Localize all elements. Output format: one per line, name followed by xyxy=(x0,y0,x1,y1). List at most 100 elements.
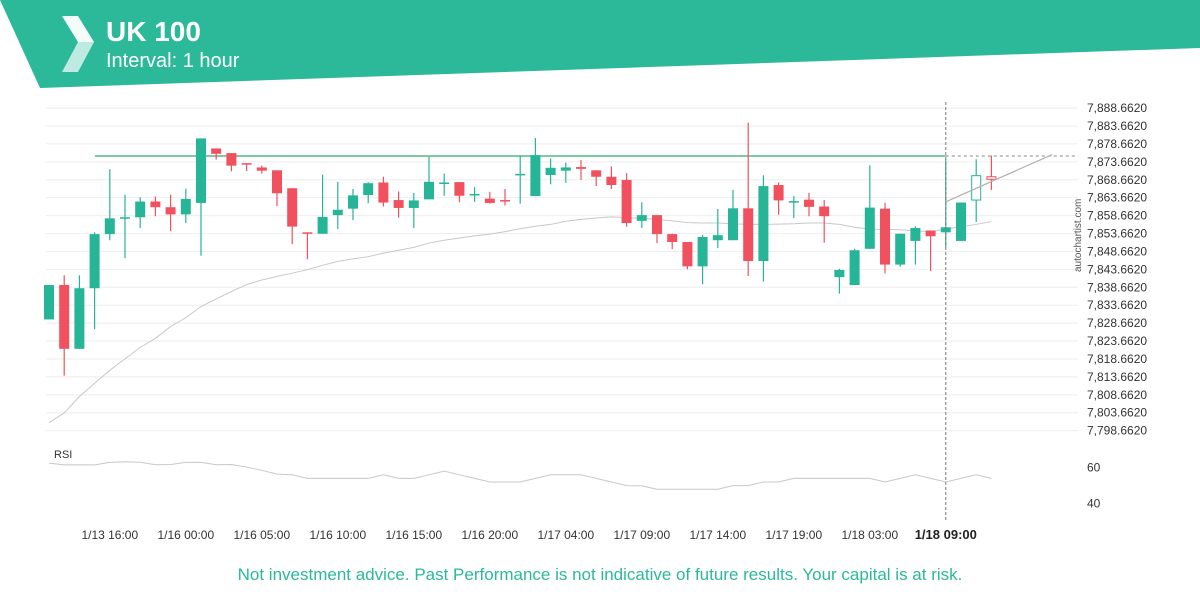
candle-body xyxy=(925,230,936,237)
candle xyxy=(332,181,343,230)
candle xyxy=(788,196,799,218)
candle-body xyxy=(758,186,769,261)
rsi-line xyxy=(48,461,992,490)
candle xyxy=(424,156,434,200)
price-tick-label: 7,808.6620 xyxy=(1087,388,1147,402)
candle xyxy=(606,166,617,189)
candle-body xyxy=(986,176,997,180)
candle-body xyxy=(652,215,662,235)
candle-body xyxy=(302,232,313,234)
candle xyxy=(956,202,966,241)
candle-body xyxy=(728,208,738,241)
price-tick-label: 7,843.6620 xyxy=(1087,262,1147,276)
candle xyxy=(667,233,678,250)
rsi-label: RSI xyxy=(54,449,72,461)
candle-body xyxy=(864,207,875,249)
price-tick-label: 7,833.6620 xyxy=(1087,298,1147,312)
time-tick-label: 1/18 09:00 xyxy=(915,527,977,542)
candle xyxy=(758,175,769,282)
candle xyxy=(165,194,176,232)
candle xyxy=(150,196,161,217)
header-banner-shape xyxy=(0,0,1200,88)
price-tick-label: 7,838.6620 xyxy=(1087,280,1147,294)
candle xyxy=(910,226,921,265)
trendline xyxy=(945,153,1053,203)
candle-body xyxy=(667,234,678,242)
candle-body xyxy=(910,228,921,241)
candle xyxy=(74,275,85,349)
time-axis: 1/13 16:00 1/16 00:00 1/16 05:00 1/16 10:00… xyxy=(81,527,976,542)
time-tick-label: 1/17 19:00 xyxy=(765,528,822,542)
candle-body xyxy=(74,288,85,349)
candle-body xyxy=(135,201,146,218)
price-tick-label: 7,818.6620 xyxy=(1087,352,1147,366)
rsi-tick-label: 40 xyxy=(1087,497,1101,511)
autochartist-logo-icon xyxy=(62,16,94,72)
candle xyxy=(363,182,374,204)
candle-body xyxy=(469,193,480,196)
watermark: autochartist.com xyxy=(1073,199,1084,272)
candle xyxy=(849,248,860,286)
candle-body xyxy=(104,218,115,235)
candle-body xyxy=(317,216,328,234)
candle-body xyxy=(621,179,632,223)
candle xyxy=(971,159,982,222)
candle-body xyxy=(439,182,450,184)
price-tick-label: 7,863.6620 xyxy=(1087,191,1147,205)
price-tick-label: 7,823.6620 xyxy=(1087,334,1147,348)
candle xyxy=(895,233,906,267)
candle-body xyxy=(545,167,556,175)
candle-body xyxy=(743,208,754,261)
candle xyxy=(439,173,450,196)
candle xyxy=(378,176,389,207)
candle xyxy=(591,170,602,187)
candle-body xyxy=(150,201,161,208)
candle-body xyxy=(408,200,419,208)
candle xyxy=(348,188,358,221)
candle xyxy=(272,170,282,207)
candle-body xyxy=(804,199,814,207)
candle-body xyxy=(515,173,526,176)
candle-body xyxy=(819,206,830,217)
candle xyxy=(256,165,267,174)
moving-average-line xyxy=(48,216,992,424)
candle xyxy=(89,232,100,330)
price-tick-label: 7,798.6620 xyxy=(1087,424,1147,438)
candle-body xyxy=(606,176,617,186)
price-axis: 7,888.6620 7,883.6620 7,878.6620 7,873.6620… xyxy=(1087,101,1147,438)
time-tick-label: 1/16 10:00 xyxy=(309,528,366,542)
price-tick-label: 7,813.6620 xyxy=(1087,370,1147,384)
candle xyxy=(44,285,54,320)
candle-body xyxy=(956,202,966,241)
candle xyxy=(712,209,723,249)
candle xyxy=(500,188,510,206)
candle-body xyxy=(211,148,222,154)
candles-layer xyxy=(44,122,997,376)
candle xyxy=(986,155,997,191)
time-tick-label: 1/16 15:00 xyxy=(385,528,442,542)
candle xyxy=(287,188,298,245)
candle-body xyxy=(59,285,70,349)
disclaimer-text: Not investment advice. Past Performance … xyxy=(237,565,963,584)
candle-body xyxy=(424,181,434,200)
candle xyxy=(135,197,146,229)
candle-body xyxy=(773,185,784,201)
candle xyxy=(682,241,693,270)
price-tick-label: 7,873.6620 xyxy=(1087,155,1147,169)
candle-body xyxy=(895,233,906,265)
candle xyxy=(530,138,541,197)
candle xyxy=(773,182,784,215)
candle xyxy=(880,202,890,274)
price-tick-label: 7,878.6620 xyxy=(1087,137,1147,151)
candle-body xyxy=(834,269,845,278)
candle xyxy=(408,192,419,229)
candle-body xyxy=(788,201,799,203)
candle xyxy=(621,173,632,227)
candle-body xyxy=(44,285,54,320)
candle-body xyxy=(89,234,100,289)
candle-body xyxy=(576,167,586,169)
candle-body xyxy=(120,217,130,219)
candle-body xyxy=(682,241,693,267)
candle xyxy=(560,162,571,183)
candle xyxy=(484,191,495,204)
